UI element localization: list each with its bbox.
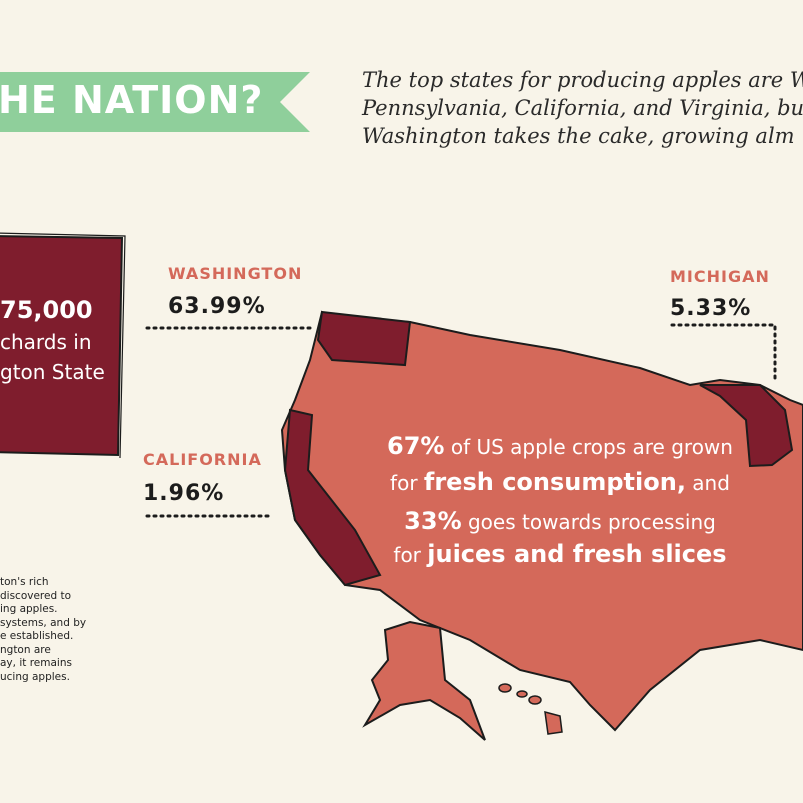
leader-lines (145, 323, 777, 518)
center-line: 67% of US apple crops are grown (350, 432, 770, 460)
intro-line: The top states for producing apples are … (362, 68, 803, 92)
washington-state (316, 310, 412, 367)
box-sketch (0, 232, 126, 459)
note-line: ay, it remains (0, 657, 72, 669)
note-line: systems, and by (0, 616, 87, 629)
state-share: 1.96% (143, 481, 225, 506)
note-line: ngton are (0, 643, 51, 656)
state-name: MICHIGAN (670, 267, 770, 286)
note-line: ton's rich (0, 576, 49, 588)
intro-line: Pennsylvania, California, and Virginia, … (362, 96, 803, 120)
state-share: 5.33% (670, 296, 752, 321)
hawaii (498, 683, 563, 735)
center-line: 33% goes towards processing (350, 507, 770, 535)
note-line: discovered to (0, 589, 72, 602)
text: goes towards processing (467, 510, 716, 534)
state-name: WASHINGTON (168, 264, 303, 283)
center-line: for juices and fresh slices (350, 540, 770, 568)
text: for (390, 471, 418, 495)
note: ton's rich discovered to ing apples. system… (0, 576, 86, 684)
state-share: 63.99% (168, 294, 266, 319)
highlight: juices and fresh slices (427, 540, 727, 568)
text: of US apple crops are grown (450, 435, 733, 459)
fact-box (0, 235, 124, 457)
text: and (692, 471, 730, 495)
intro-line: Washington takes the cake, growing alm (362, 124, 795, 148)
note-line: e established. (0, 630, 74, 642)
box-line: chards in (0, 330, 92, 354)
note-line: ucing apples. (0, 670, 70, 683)
text: for (393, 543, 421, 567)
highlight: 33% (404, 507, 462, 535)
michigan-state (699, 384, 794, 468)
alaska (362, 620, 486, 741)
highlight: 67% (387, 432, 445, 460)
note-line: ing apples. (0, 603, 58, 615)
box-number: 75,000 (0, 296, 93, 324)
california-state (283, 408, 382, 587)
highlight: fresh consumption, (423, 468, 686, 496)
state-name: CALIFORNIA (143, 450, 262, 469)
banner-title: HE NATION? (0, 78, 264, 122)
intro: The top states for producing apples are … (362, 66, 803, 150)
banner (0, 72, 310, 132)
center-line: for fresh consumption, and (350, 468, 770, 496)
box-line: gton State (0, 360, 105, 384)
